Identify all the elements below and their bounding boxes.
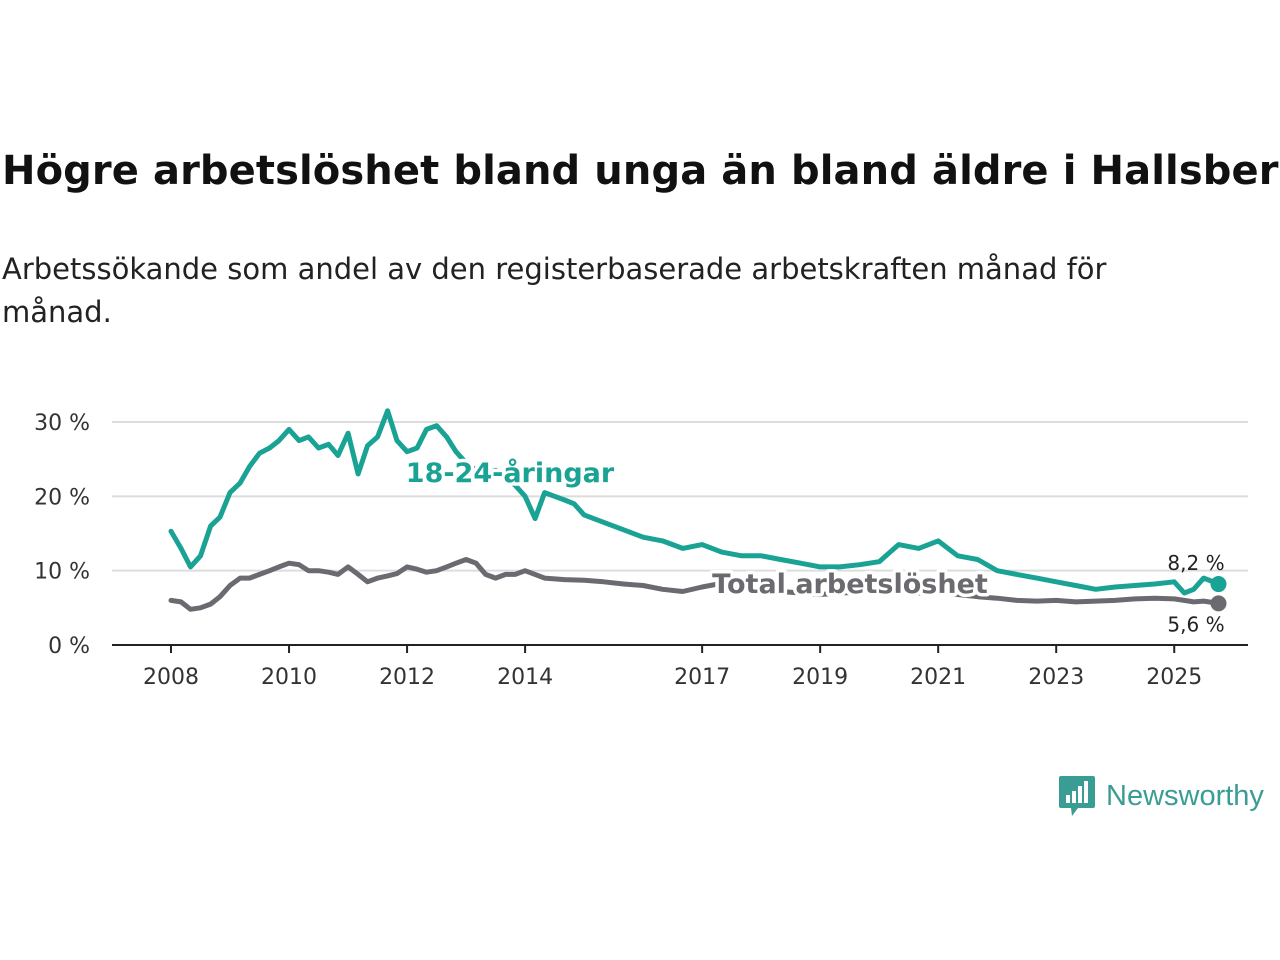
newsworthy-logo-icon [1059, 776, 1095, 816]
chart-subtitle: Arbetssökande som andel av den registerb… [2, 252, 1107, 329]
series-line-total [168, 557, 1221, 612]
end-label-youth: 8,2 % [1167, 551, 1224, 575]
x-tick-label: 2017 [674, 665, 730, 690]
x-axis-ticks: 2008 2010 2012 2014 2017 2019 2021 2023 2025 [143, 645, 1202, 690]
x-tick-label: 2014 [497, 665, 553, 690]
y-tick-label: 20 % [34, 485, 90, 510]
brand-logo: Newsworthy [1058, 774, 1264, 818]
x-tick-label: 2012 [379, 665, 435, 690]
series-label-youth: 18-24-åringar [406, 457, 615, 489]
x-tick-label: 2021 [910, 665, 966, 690]
series-line-youth [168, 408, 1221, 596]
end-point-youth [1210, 576, 1227, 593]
x-tick-label: 2023 [1028, 665, 1084, 690]
x-tick-label: 2025 [1146, 665, 1202, 690]
chart-title: Högre arbetslöshet bland unga än bland ä… [2, 148, 1280, 194]
series-lines [168, 408, 1227, 612]
x-tick-label: 2008 [143, 665, 199, 690]
x-tick-label: 2019 [792, 665, 848, 690]
end-point-total [1210, 595, 1227, 612]
series-labels: 18-24-åringar Total arbetslöshet 8,2 % 5,6 … [402, 454, 1224, 637]
x-tick-label: 2010 [261, 665, 317, 690]
grid-lines [112, 421, 1248, 572]
y-tick-label: 0 % [48, 634, 90, 659]
y-axis-labels: 0 % 10 % 20 % 30 % [34, 411, 90, 659]
brand-name: Newsworthy [1106, 779, 1264, 812]
line-chart: 0 % 10 % 20 % 30 % 2008 2010 2012 2014 2017 2019… [34, 408, 1248, 690]
series-label-total: Total arbetslöshet [712, 569, 988, 600]
end-label-total: 5,6 % [1167, 612, 1224, 636]
y-tick-label: 30 % [34, 411, 90, 436]
y-tick-label: 10 % [34, 560, 90, 585]
